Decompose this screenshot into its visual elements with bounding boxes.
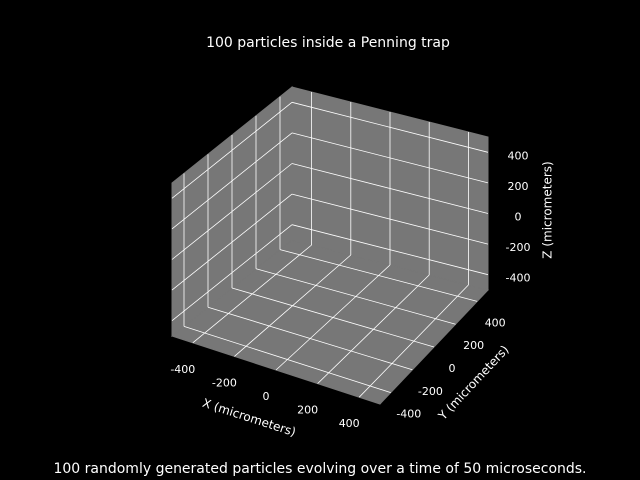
grid-line (291, 132, 489, 184)
y-tick-label: -200 (418, 385, 443, 398)
x-tick-label: -200 (212, 376, 237, 389)
grid-line (207, 306, 413, 371)
z-tick-label: 200 (508, 180, 529, 193)
grid-line (171, 101, 293, 199)
grid-line (255, 268, 456, 325)
y-tick-label: 400 (485, 316, 506, 329)
labels: -400-2000200400-400-2000200400-400-20002… (170, 149, 530, 430)
grid-line (291, 224, 489, 276)
z-tick-label: -200 (506, 241, 531, 254)
x-tick-label: 0 (263, 390, 270, 403)
grid (171, 92, 489, 398)
x-tick-label: -400 (170, 363, 195, 376)
z-tick-label: 400 (508, 149, 529, 162)
grid-line (183, 326, 391, 393)
grid-line (171, 132, 293, 230)
y-tick-label: 0 (449, 362, 456, 375)
grid-line (291, 193, 489, 245)
y-tick-label: -400 (396, 408, 421, 421)
grid-line (171, 163, 293, 260)
x-tick-label: 400 (339, 417, 360, 430)
z-tick-label: -400 (506, 272, 531, 285)
grid-line (291, 101, 489, 153)
z-axis-label: Z (micrometers) (541, 161, 555, 258)
grid-line (279, 249, 478, 302)
caption: 100 randomly generated particles evolvin… (53, 461, 586, 477)
grid-line (291, 163, 489, 214)
grid-line (171, 224, 293, 322)
x-tick-label: 200 (297, 404, 318, 417)
y-tick-label: 200 (463, 339, 484, 352)
chart-title: 100 particles inside a Penning trap (206, 35, 450, 51)
grid-line (231, 287, 435, 348)
grid-line (171, 193, 293, 291)
z-tick-label: 0 (515, 211, 522, 224)
